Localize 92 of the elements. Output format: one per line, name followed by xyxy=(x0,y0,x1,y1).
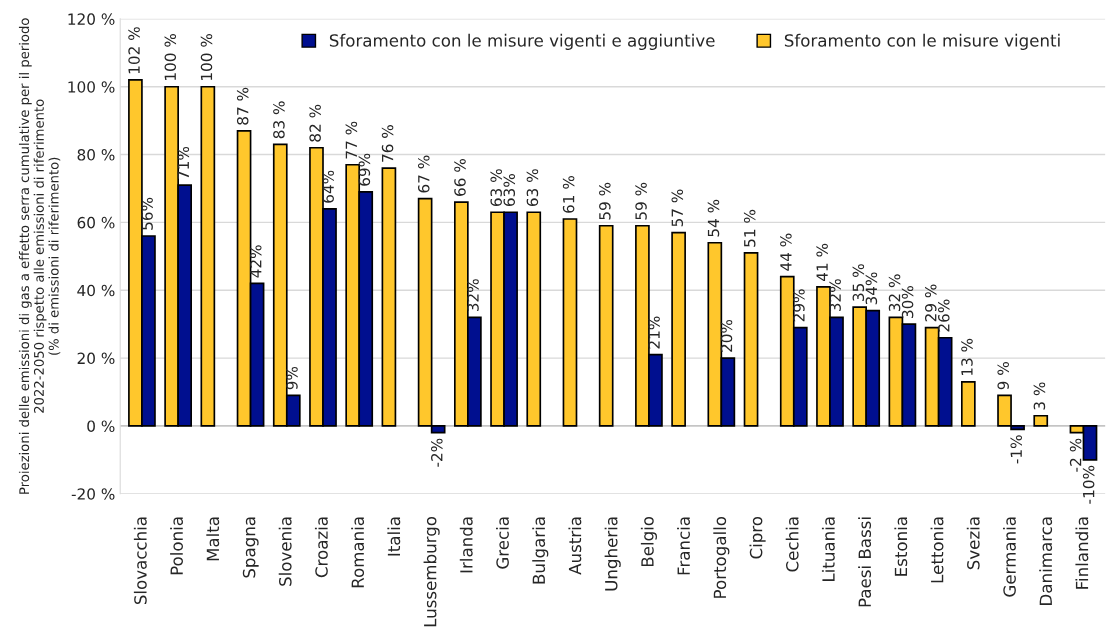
data-label: 102 % xyxy=(128,27,140,74)
data-label: 76 % xyxy=(381,125,394,162)
x-tick-label: Francia xyxy=(677,517,690,575)
data-label: 63 % xyxy=(490,169,502,207)
y-axis-title: Proiezioni delle emissioni di gas a effetto serra cumulative per il periodo 2022-2050 rispetto alle emissioni di riferimento (% di emissioni di riferimento) xyxy=(18,18,61,494)
data-label: 26% xyxy=(938,299,950,332)
data-label: 66 % xyxy=(454,158,466,196)
data-label: -1% xyxy=(1010,435,1023,464)
data-label: 56% xyxy=(141,197,153,230)
bar xyxy=(526,211,542,427)
data-label: 63 % xyxy=(526,169,539,207)
x-tick-label: Portogallo xyxy=(713,516,730,598)
data-label: 9% xyxy=(286,366,298,390)
data-label: -10% xyxy=(1082,465,1095,504)
data-label: 34% xyxy=(865,272,878,305)
x-tick-label: Italia xyxy=(387,517,401,556)
data-label: 87 % xyxy=(236,87,249,125)
data-label: 54 % xyxy=(707,199,720,237)
y-tick-label: 0 % xyxy=(87,420,115,432)
x-tick-label: Danimarca xyxy=(1039,517,1053,605)
x-tick-label: Cechia xyxy=(785,517,799,572)
data-label: 44 % xyxy=(780,233,792,271)
bar xyxy=(743,252,759,427)
legend-label: Sforamento con le misure vigenti xyxy=(784,33,1060,50)
data-label: 30% xyxy=(901,285,914,318)
data-label: 59 % xyxy=(599,182,611,220)
data-label: -2% xyxy=(431,438,443,467)
x-tick-label: Bulgaria xyxy=(532,517,549,584)
x-tick-label: Svezia xyxy=(966,517,980,570)
x-tick-label: Lituania xyxy=(821,517,835,581)
x-tick-label: Polonia xyxy=(170,517,183,575)
data-label: 51 % xyxy=(743,209,756,247)
bar xyxy=(598,224,614,427)
data-label: 29% xyxy=(793,289,805,322)
x-tick-label: Grecia xyxy=(496,517,509,569)
x-tick-label: Slovacchia xyxy=(133,517,147,605)
legend-label: Sforamento con le misure vigenti e aggiuntive xyxy=(329,33,715,50)
data-label: 32% xyxy=(467,279,479,312)
data-label: 42% xyxy=(249,245,262,278)
data-label: 20% xyxy=(720,319,733,352)
data-label: 67 % xyxy=(418,155,430,193)
x-tick-label: Irlanda xyxy=(459,517,473,573)
data-label: 61 % xyxy=(562,175,575,213)
y-tick-label: 40 % xyxy=(77,284,115,297)
bar xyxy=(381,167,397,427)
y-tick-label: 120 % xyxy=(68,13,115,25)
data-label: 100 % xyxy=(200,33,213,80)
y-tick-label: 100 % xyxy=(68,81,115,93)
data-label: 57 % xyxy=(671,189,684,227)
x-tick-label: Austria xyxy=(568,517,582,575)
y-tick-label: 80 % xyxy=(77,149,115,161)
data-label: 35 % xyxy=(852,264,865,301)
x-tick-label: Spagna xyxy=(242,517,259,578)
y-tick-label: 60 % xyxy=(77,216,115,229)
data-label: -2 % xyxy=(1069,438,1082,472)
bar xyxy=(671,231,686,427)
x-tick-label: Romania xyxy=(351,517,365,588)
data-label: 77 % xyxy=(345,121,358,159)
data-label: 13 % xyxy=(961,338,973,376)
data-label: 100 % xyxy=(164,33,177,80)
x-tick-label: Belgio xyxy=(640,516,657,567)
bar xyxy=(960,380,976,427)
data-label: 32 % xyxy=(888,274,901,312)
data-label: 83 % xyxy=(273,101,285,139)
x-tick-label: Lettonia xyxy=(930,517,944,583)
data-label: 69% xyxy=(358,153,371,186)
x-tick-label: Slovenia xyxy=(278,517,292,586)
x-tick-label: Croazia xyxy=(314,517,328,578)
y-tick-label: 20 % xyxy=(77,352,115,365)
x-tick-label: Finlandia xyxy=(1075,517,1089,589)
x-tick-label: Cipro xyxy=(749,516,766,559)
bar xyxy=(562,218,578,427)
data-label: 63% xyxy=(503,174,516,207)
data-label: 21% xyxy=(648,316,660,349)
data-label: 32% xyxy=(829,279,841,312)
data-label: 41 % xyxy=(816,243,828,282)
data-label: 9 % xyxy=(997,362,1009,390)
x-tick-label: Ungheria xyxy=(604,517,621,591)
y-tick-label: -20 % xyxy=(71,488,115,500)
data-label: 64% xyxy=(322,170,334,203)
x-tick-label: Germania xyxy=(1002,517,1016,597)
x-tick-label: Paesi Bassi xyxy=(858,517,872,607)
data-label: 29 % xyxy=(924,284,937,322)
data-label: 59 % xyxy=(635,182,647,220)
x-tick-label: Estonia xyxy=(894,517,908,576)
x-tick-label: Lussemburgo xyxy=(423,516,440,627)
data-label: 82 % xyxy=(309,104,321,142)
bar xyxy=(1033,414,1049,427)
x-tick-label: Malta xyxy=(206,517,220,561)
bar xyxy=(200,85,216,427)
data-label: 71% xyxy=(177,146,190,179)
data-label: 3 % xyxy=(1033,382,1046,410)
